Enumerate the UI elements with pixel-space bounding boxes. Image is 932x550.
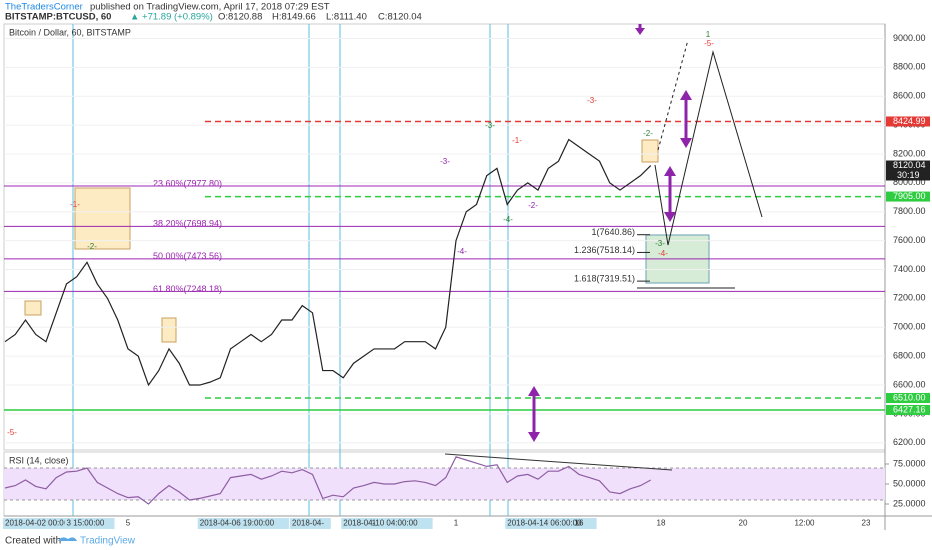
countdown: 30:19 xyxy=(897,170,920,180)
series-line xyxy=(4,456,652,505)
wave-label: -4- xyxy=(658,249,668,258)
high: H:8149.66 xyxy=(272,12,316,23)
price-label: 6510.00 xyxy=(893,392,926,402)
y-tick-label: 6600.00 xyxy=(893,379,926,389)
x-tick-label: 23 xyxy=(862,519,871,528)
author[interactable]: TheTradersCorner xyxy=(5,2,83,13)
trend-line xyxy=(444,453,673,471)
y-tick-label: 7000.00 xyxy=(893,322,926,332)
price-label-bg xyxy=(886,393,930,404)
price-label-bg xyxy=(886,116,930,127)
wave-label: -1- xyxy=(512,136,522,145)
x-tick-label: 12:00 xyxy=(794,519,815,528)
fib-label: 50.00%(7473.56) xyxy=(153,251,222,261)
footer-text: Created with xyxy=(5,536,61,547)
x-label-bg xyxy=(197,518,290,529)
wave-label: -5- xyxy=(704,39,714,48)
symbol: BITSTAMP:BTCUSD, 60 xyxy=(5,12,111,23)
y-tick-label: 8000.00 xyxy=(893,177,926,187)
wave-label: -1- xyxy=(70,200,80,209)
y-tick-label: 7400.00 xyxy=(893,264,926,274)
y-tick-label: 8800.00 xyxy=(893,62,926,72)
wave-label: -3- xyxy=(485,121,495,130)
wave-label: 1 xyxy=(706,30,711,39)
rsi-band xyxy=(4,468,885,500)
price-label: 7905.00 xyxy=(893,191,926,201)
low: L:8111.40 xyxy=(326,12,367,23)
projection xyxy=(637,39,763,289)
y-tick-label: 7800.00 xyxy=(893,206,926,216)
fib-label: 23.60%(7977.80) xyxy=(153,178,222,188)
x-tick-label: 2018-04-06 19:00:00 xyxy=(200,519,275,528)
y-tick-label: 6800.00 xyxy=(893,351,926,361)
x-tick-label: 2018-04-10 04:00:00 xyxy=(343,519,418,528)
series-line xyxy=(4,138,652,387)
price-label-bg xyxy=(886,191,930,202)
close: C:8120.04 xyxy=(378,12,422,23)
countdown-bg xyxy=(886,170,930,181)
x-tick-label: 5 xyxy=(126,519,131,528)
open: O:8120.88 xyxy=(218,12,262,23)
x-label-bg xyxy=(3,518,95,529)
price-label-bg xyxy=(886,404,930,415)
x-label-bg xyxy=(505,518,597,529)
last-price: 8120.04 xyxy=(893,160,926,170)
y-tick-label: 7200.00 xyxy=(893,293,926,303)
chart-title: Bitcoin / Dollar, 60, BITSTAMP xyxy=(9,27,131,37)
extension-label: 1.236(7518.14) xyxy=(574,245,635,255)
x-tick-label: 16 xyxy=(575,519,584,528)
x-tick-label: 2018-04-02 00:00:00 xyxy=(5,519,80,528)
x-tick-label: 1 xyxy=(454,519,459,528)
x-label-bg xyxy=(341,518,433,529)
price-pane xyxy=(3,23,886,451)
extension-label: 1(7640.86) xyxy=(591,227,635,237)
price-label: 6427.16 xyxy=(893,404,926,414)
fib-label: 61.80%(7248.18) xyxy=(153,284,222,294)
rsi-tick-label: 25.0000 xyxy=(893,498,926,508)
x-tick-label: 1 xyxy=(372,519,377,528)
x-tick-label: 2018-04-14 06:00:00 xyxy=(507,519,582,528)
last-price-bg xyxy=(886,160,930,171)
wave-label: -4- xyxy=(503,215,513,224)
wave-label: -2- xyxy=(528,201,538,210)
x-tick-label: 3 15:00:00 xyxy=(67,519,105,528)
x-tick-label: 2018-04- xyxy=(292,519,324,528)
rsi-chart: 25.0000 50.0000 75.0000 RSI (14, close) xyxy=(4,453,926,508)
x-axis-labels: 2018-04-02 00:00:003 15:00:00 5 2018-04-06… xyxy=(3,518,871,529)
x-label-bg xyxy=(290,518,331,529)
logo xyxy=(58,537,77,541)
rsi-title: RSI (14, close) xyxy=(9,455,69,465)
x-tick-label: 20 xyxy=(739,519,748,528)
wave-label: -2- xyxy=(87,242,97,251)
x-tick-label: 18 xyxy=(657,519,666,528)
extension-label: 1.618(7319.51) xyxy=(574,273,635,283)
wave-label: -3- xyxy=(440,157,450,166)
y-tick-label: 6200.00 xyxy=(893,437,926,447)
y-tick-label: 8600.00 xyxy=(893,91,926,101)
wave-label: -2- xyxy=(643,129,653,138)
wave-label: -3- xyxy=(655,239,665,248)
fib-label: 38.20%(7698.94) xyxy=(153,219,222,229)
y-tick-label: 8200.00 xyxy=(893,148,926,158)
price-chart: 6200.006400.006600.006800.007000.007200.… xyxy=(4,27,930,447)
vertical-lines xyxy=(72,24,509,516)
change: ▲ +71.89 (+0.89%) xyxy=(130,12,213,23)
x-label-bg xyxy=(64,518,115,529)
rsi-tick-label: 50.0000 xyxy=(893,478,926,488)
wave-label: -5- xyxy=(7,428,17,437)
wave-label: -4- xyxy=(457,247,467,256)
y-tick-label: 9000.00 xyxy=(893,33,926,43)
arrows xyxy=(528,24,692,442)
price-label: 8424.99 xyxy=(893,116,926,126)
wave-label: -3- xyxy=(587,96,597,105)
footer-brand[interactable]: TradingView xyxy=(80,536,136,547)
published: published on TradingView.com, April 17, … xyxy=(90,2,330,13)
rsi-tick-label: 75.0000 xyxy=(893,458,926,468)
y-tick-label: 7600.00 xyxy=(893,235,926,245)
